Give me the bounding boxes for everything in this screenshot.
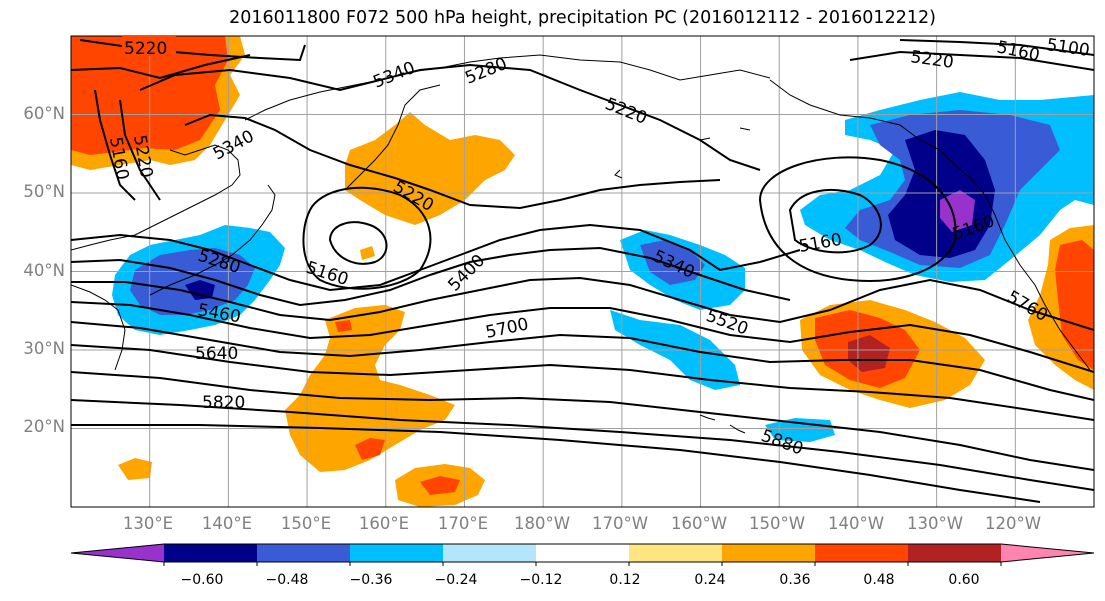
lon-tick-label: 140°W [827, 514, 885, 533]
lat-tick-label: 20°N [23, 417, 65, 436]
colorbar-tick-label: −0.24 [434, 572, 478, 588]
colorbar-segment [722, 544, 816, 562]
colorbar-segment [257, 544, 351, 562]
precip-region-small-orange [118, 458, 152, 480]
lat-tick-label: 60°N [23, 104, 65, 123]
lon-tick-label: 140°E [201, 514, 253, 533]
contour-line [71, 301, 1094, 373]
colorbar-segment [443, 544, 537, 562]
precip-region-okhotsk-orange-2 [360, 246, 375, 260]
colorbar-tick-label: −0.12 [519, 572, 563, 588]
lon-tick-label: 170°W [591, 514, 649, 533]
lon-tick-label: 160°E [358, 514, 410, 533]
precip-region-south-red [420, 476, 460, 495]
colorbar-segment [536, 544, 630, 562]
contour-line [788, 189, 882, 254]
colorbar-tick-label: 0.24 [694, 572, 726, 588]
lon-tick-label: 130°W [906, 514, 964, 533]
precip-region-ec-mid [640, 240, 705, 285]
contour-label: 5340 [370, 58, 418, 93]
contour-line [184, 113, 721, 210]
lon-tick-label: 150°W [748, 514, 806, 533]
contour-label: 5220 [124, 39, 167, 59]
precip-region-ca-red [1055, 240, 1094, 370]
colorbar-segment [350, 544, 444, 562]
precip-region-okhotsk-orange [345, 112, 515, 225]
colorbar-tick-label: 0.60 [948, 572, 980, 588]
colorbar-tick-label: −0.60 [180, 572, 224, 588]
coastline-japan [149, 184, 276, 296]
coastlines [71, 54, 1091, 434]
lon-tick-label: 170°E [437, 514, 489, 533]
colorbar-segment [815, 544, 909, 562]
contour-label: 5820 [202, 393, 245, 413]
contour-label: 5220 [909, 47, 955, 73]
contour-line [94, 89, 136, 201]
lon-tick-label: 180°W [513, 514, 571, 533]
contour-line [71, 54, 251, 80]
coastline-hawaii [699, 414, 746, 434]
colorbar-segment [908, 544, 1002, 562]
contour-line [899, 39, 1094, 56]
lat-tick-label: 50°N [23, 182, 65, 201]
coastline-alaska [614, 79, 1091, 371]
contour-line [71, 276, 1094, 331]
colorbar-tick-label: 0.48 [863, 572, 895, 588]
coastline-aleutians [699, 127, 751, 141]
contour-label: 5160 [995, 37, 1041, 66]
precip-region-ne-purple [940, 190, 975, 232]
contour-line [758, 156, 957, 282]
contour-line [71, 344, 1094, 421]
colorbar [70, 543, 1095, 566]
coastline-kamchatka [344, 84, 441, 191]
colorbar-tick-label: −0.48 [265, 572, 309, 588]
lon-tick-label: 120°W [984, 514, 1042, 533]
precip-region-central-red [355, 438, 385, 460]
colorbar-tick-label: 0.36 [779, 572, 811, 588]
coastline-siberia [244, 54, 771, 121]
colorbar-tick-label: −0.36 [349, 572, 393, 588]
lon-tick-label: 130°E [122, 514, 174, 533]
graticule [71, 36, 1094, 507]
contour-line [71, 246, 791, 307]
contour-line [71, 424, 1041, 503]
colorbar-tick-label: 0.12 [609, 572, 641, 588]
colorbar-segment [629, 544, 723, 562]
colorbar-extend-min [71, 544, 164, 562]
contour-label: 5280 [462, 54, 510, 89]
chart-title: 2016011800 F072 500 hPa height, precipit… [229, 8, 936, 28]
precip-region-central-red-2 [335, 320, 352, 332]
contour-line [71, 223, 801, 292]
height-contours [71, 39, 1094, 503]
precip-region-ep-darkred [848, 335, 890, 372]
contour-line [328, 221, 388, 265]
precip-region-japan-mid [130, 248, 255, 315]
coastline-asia [71, 144, 241, 371]
colorbar-segment [164, 544, 258, 562]
precip-region-small-blue [765, 418, 835, 442]
contour-line [71, 371, 1094, 471]
lon-tick-label: 160°W [670, 514, 728, 533]
contour-line [71, 321, 1094, 401]
contour-label: 5100 [1045, 35, 1091, 61]
contour-line [71, 399, 1094, 491]
contour-label: 5640 [195, 344, 238, 364]
contour-line [849, 50, 1094, 71]
lat-tick-label: 30°N [23, 339, 65, 358]
lon-tick-label: 150°E [280, 514, 332, 533]
colorbar-extend-max [1001, 544, 1094, 562]
contour-line [139, 63, 761, 171]
lat-tick-label: 40°N [23, 261, 65, 280]
contour-line [119, 99, 161, 201]
map-frame [70, 35, 1095, 508]
precip-region-japan-dark [185, 280, 215, 300]
contour-label: 5220 [602, 94, 650, 129]
